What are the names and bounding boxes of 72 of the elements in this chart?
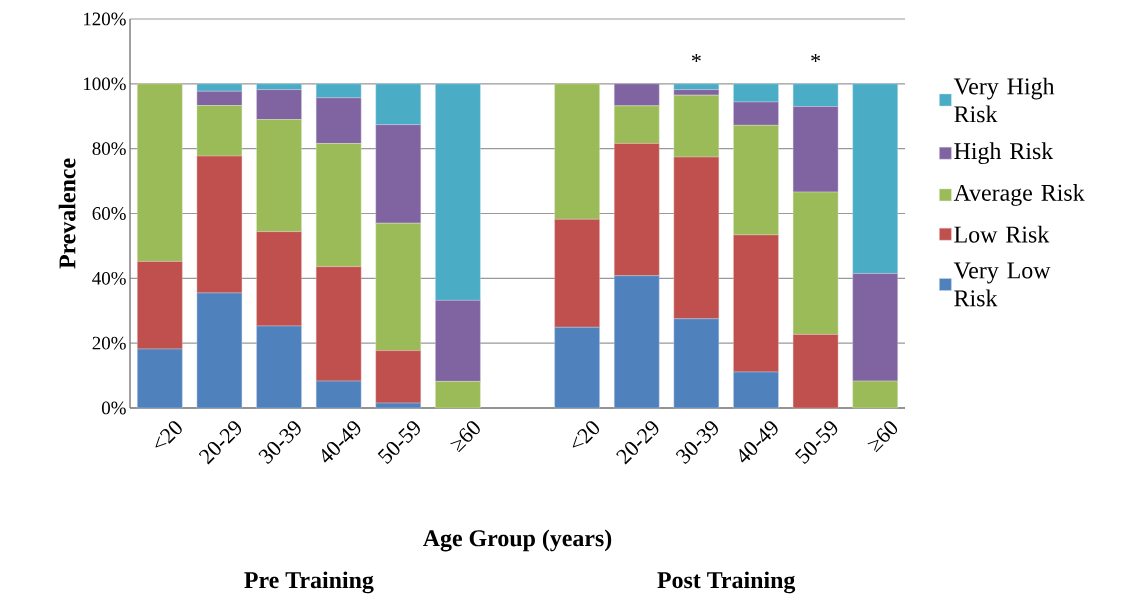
bar	[315, 380, 362, 409]
bar	[137, 348, 183, 409]
bar	[375, 402, 421, 409]
bar	[375, 350, 421, 404]
y-tick-label: 120%	[83, 12, 126, 26]
bar	[733, 83, 779, 103]
bar	[554, 83, 600, 220]
bar	[673, 318, 720, 409]
bar	[137, 83, 183, 262]
bar	[196, 91, 243, 106]
y-tick-label: 0%	[101, 401, 126, 415]
bar	[256, 83, 302, 90]
bar	[673, 156, 720, 320]
bar	[435, 83, 481, 301]
bar	[673, 83, 720, 90]
bar	[196, 83, 243, 92]
legend-label: Very Low Risk	[953, 262, 1051, 307]
bar	[733, 234, 779, 373]
bar	[614, 275, 660, 409]
bar	[256, 325, 302, 409]
bar	[733, 371, 779, 409]
bar	[137, 261, 183, 350]
legend-label: Low Risk	[954, 225, 1050, 243]
bar	[256, 89, 302, 120]
text: Post Training	[657, 571, 796, 594]
bar	[375, 83, 421, 125]
x-tick-label: ≥60	[450, 421, 480, 453]
bar	[315, 97, 362, 144]
bar	[196, 292, 243, 409]
bar	[792, 106, 839, 193]
bar	[256, 231, 302, 327]
bar	[196, 155, 243, 294]
y-tick-label: 40%	[92, 271, 126, 285]
x-tick-label: ≥60	[867, 421, 898, 453]
bar	[554, 327, 600, 409]
text: Pre Training	[244, 571, 374, 594]
bar	[852, 83, 898, 274]
bar	[315, 266, 362, 382]
bar	[435, 381, 481, 409]
bar	[256, 119, 302, 232]
bar	[673, 89, 720, 96]
x-tick-label: <20	[155, 421, 182, 448]
bar	[852, 380, 898, 409]
x-axis-title: Age Group (years)	[423, 529, 612, 552]
bar	[614, 143, 660, 276]
bar	[435, 300, 481, 382]
bar	[733, 125, 779, 236]
data-label: *	[691, 53, 701, 62]
bar	[196, 105, 243, 157]
bar	[554, 219, 600, 328]
data-label: *	[811, 53, 821, 62]
bar	[614, 105, 660, 144]
x-tick-label: <20	[572, 421, 600, 448]
bar	[852, 273, 898, 382]
bar	[733, 101, 779, 126]
bar	[673, 94, 720, 158]
bar	[614, 83, 660, 107]
bar	[792, 83, 839, 107]
legend-label: Very High Risk	[953, 77, 1055, 123]
bar	[792, 334, 839, 409]
bar	[375, 124, 421, 224]
bar	[315, 143, 362, 267]
y-tick-label: 60%	[92, 207, 126, 220]
bar	[375, 223, 421, 351]
legend-label: High Risk	[954, 142, 1054, 165]
y-tick-label: 80%	[92, 142, 126, 156]
bar	[315, 83, 362, 98]
bar	[792, 191, 839, 335]
y-tick-label: 100%	[83, 77, 126, 91]
y-tick-label: 20%	[92, 336, 126, 350]
legend-label: Average Risk	[953, 184, 1085, 206]
y-axis-title: Prevalence	[58, 158, 76, 269]
